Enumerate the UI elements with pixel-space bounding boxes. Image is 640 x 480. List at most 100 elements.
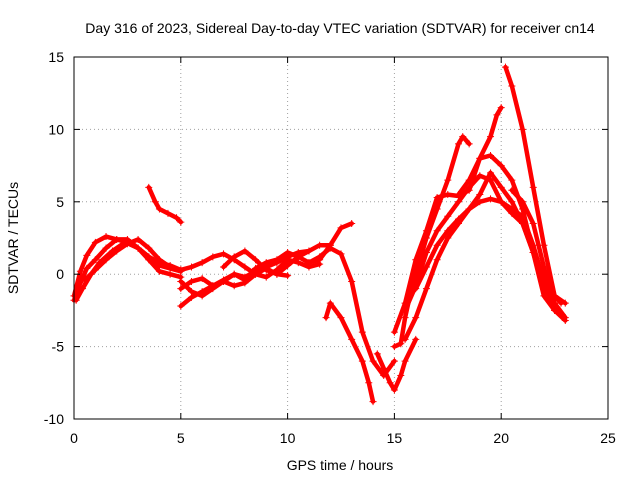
data-point [348, 220, 356, 228]
x-tick-label: 25 [600, 430, 616, 446]
data-point [322, 314, 330, 322]
data-point [83, 264, 91, 272]
data-point [412, 335, 420, 343]
data-point [540, 241, 548, 249]
data-point [173, 214, 181, 222]
x-tick-label: 5 [177, 430, 185, 446]
data-point [433, 256, 441, 264]
data-point [557, 299, 565, 307]
y-tick-label: -10 [44, 411, 64, 427]
data-point [241, 273, 249, 281]
x-tick-label: 10 [280, 430, 296, 446]
data-point [519, 212, 527, 220]
series-line [306, 245, 397, 378]
data-point [459, 133, 467, 141]
data-point [508, 198, 516, 206]
data-point [519, 198, 527, 206]
data-point [412, 256, 420, 264]
data-point [422, 285, 430, 293]
data-point [209, 253, 217, 261]
data-point [91, 266, 99, 274]
data-point [198, 288, 206, 296]
data-point [390, 343, 398, 351]
data-point [262, 266, 270, 274]
data-point [145, 183, 153, 191]
data-point [454, 215, 462, 223]
data-point [337, 250, 345, 258]
series-line [146, 185, 184, 225]
data-point [102, 244, 110, 252]
data-point [113, 247, 121, 255]
y-tick-label: -5 [52, 339, 65, 355]
data-point [166, 263, 174, 271]
data-point [294, 248, 302, 256]
data-point [386, 379, 394, 387]
data-point [497, 198, 505, 206]
data-point [369, 398, 377, 406]
data-point [373, 350, 381, 358]
data-point [465, 140, 473, 148]
data-point [358, 328, 366, 336]
series-track-8 [177, 220, 356, 293]
series-track-9 [177, 247, 313, 310]
data-point [529, 183, 537, 191]
data-point [529, 241, 537, 249]
data-point [444, 176, 452, 184]
data-point [252, 267, 260, 275]
data-point [422, 248, 430, 256]
data-point [444, 227, 452, 235]
data-point [230, 270, 238, 278]
series-line [509, 187, 568, 320]
data-point [177, 218, 185, 226]
data-point [284, 272, 292, 280]
data-point [380, 364, 388, 372]
data-point [220, 250, 228, 258]
data-point [401, 357, 409, 365]
data-point [262, 273, 270, 281]
data-point [230, 253, 238, 261]
y-axis-label: SDTVAR / TECUs [5, 182, 21, 294]
data-point [316, 253, 324, 261]
data-point [177, 266, 185, 274]
data-point [497, 183, 505, 191]
data-point [187, 293, 195, 301]
data-point [433, 193, 441, 201]
series-track-5 [145, 183, 185, 226]
series-line [323, 300, 376, 404]
data-point [198, 275, 206, 283]
data-point [145, 256, 153, 264]
x-tick-label: 0 [70, 430, 78, 446]
data-point [326, 299, 334, 307]
data-point [145, 244, 153, 252]
data-point [497, 162, 505, 170]
plot-frame [73, 56, 609, 420]
series-track-13 [373, 335, 420, 394]
data-point [508, 205, 516, 213]
data-point [91, 238, 99, 246]
data-point [487, 195, 495, 203]
data-point [348, 335, 356, 343]
x-tick-labels: 0 5 10 15 20 25 [70, 430, 616, 446]
data-point [155, 256, 163, 264]
data-point [187, 263, 195, 271]
data-point [151, 198, 159, 206]
data-point [412, 285, 420, 293]
data-point [337, 224, 345, 232]
data-point [465, 183, 473, 191]
data-point [273, 259, 281, 267]
data-point [81, 276, 89, 284]
data-point [177, 302, 185, 310]
data-point [540, 292, 548, 300]
data-point [401, 306, 409, 314]
data-point [177, 277, 185, 285]
data-point [365, 379, 373, 387]
data-point [487, 133, 495, 141]
data-point [102, 233, 110, 241]
data-point [508, 82, 516, 90]
data-point [519, 125, 527, 133]
data-point [454, 198, 462, 206]
x-tick-label: 20 [493, 430, 509, 446]
y-tick-label: 15 [48, 49, 64, 65]
data-point [422, 227, 430, 235]
